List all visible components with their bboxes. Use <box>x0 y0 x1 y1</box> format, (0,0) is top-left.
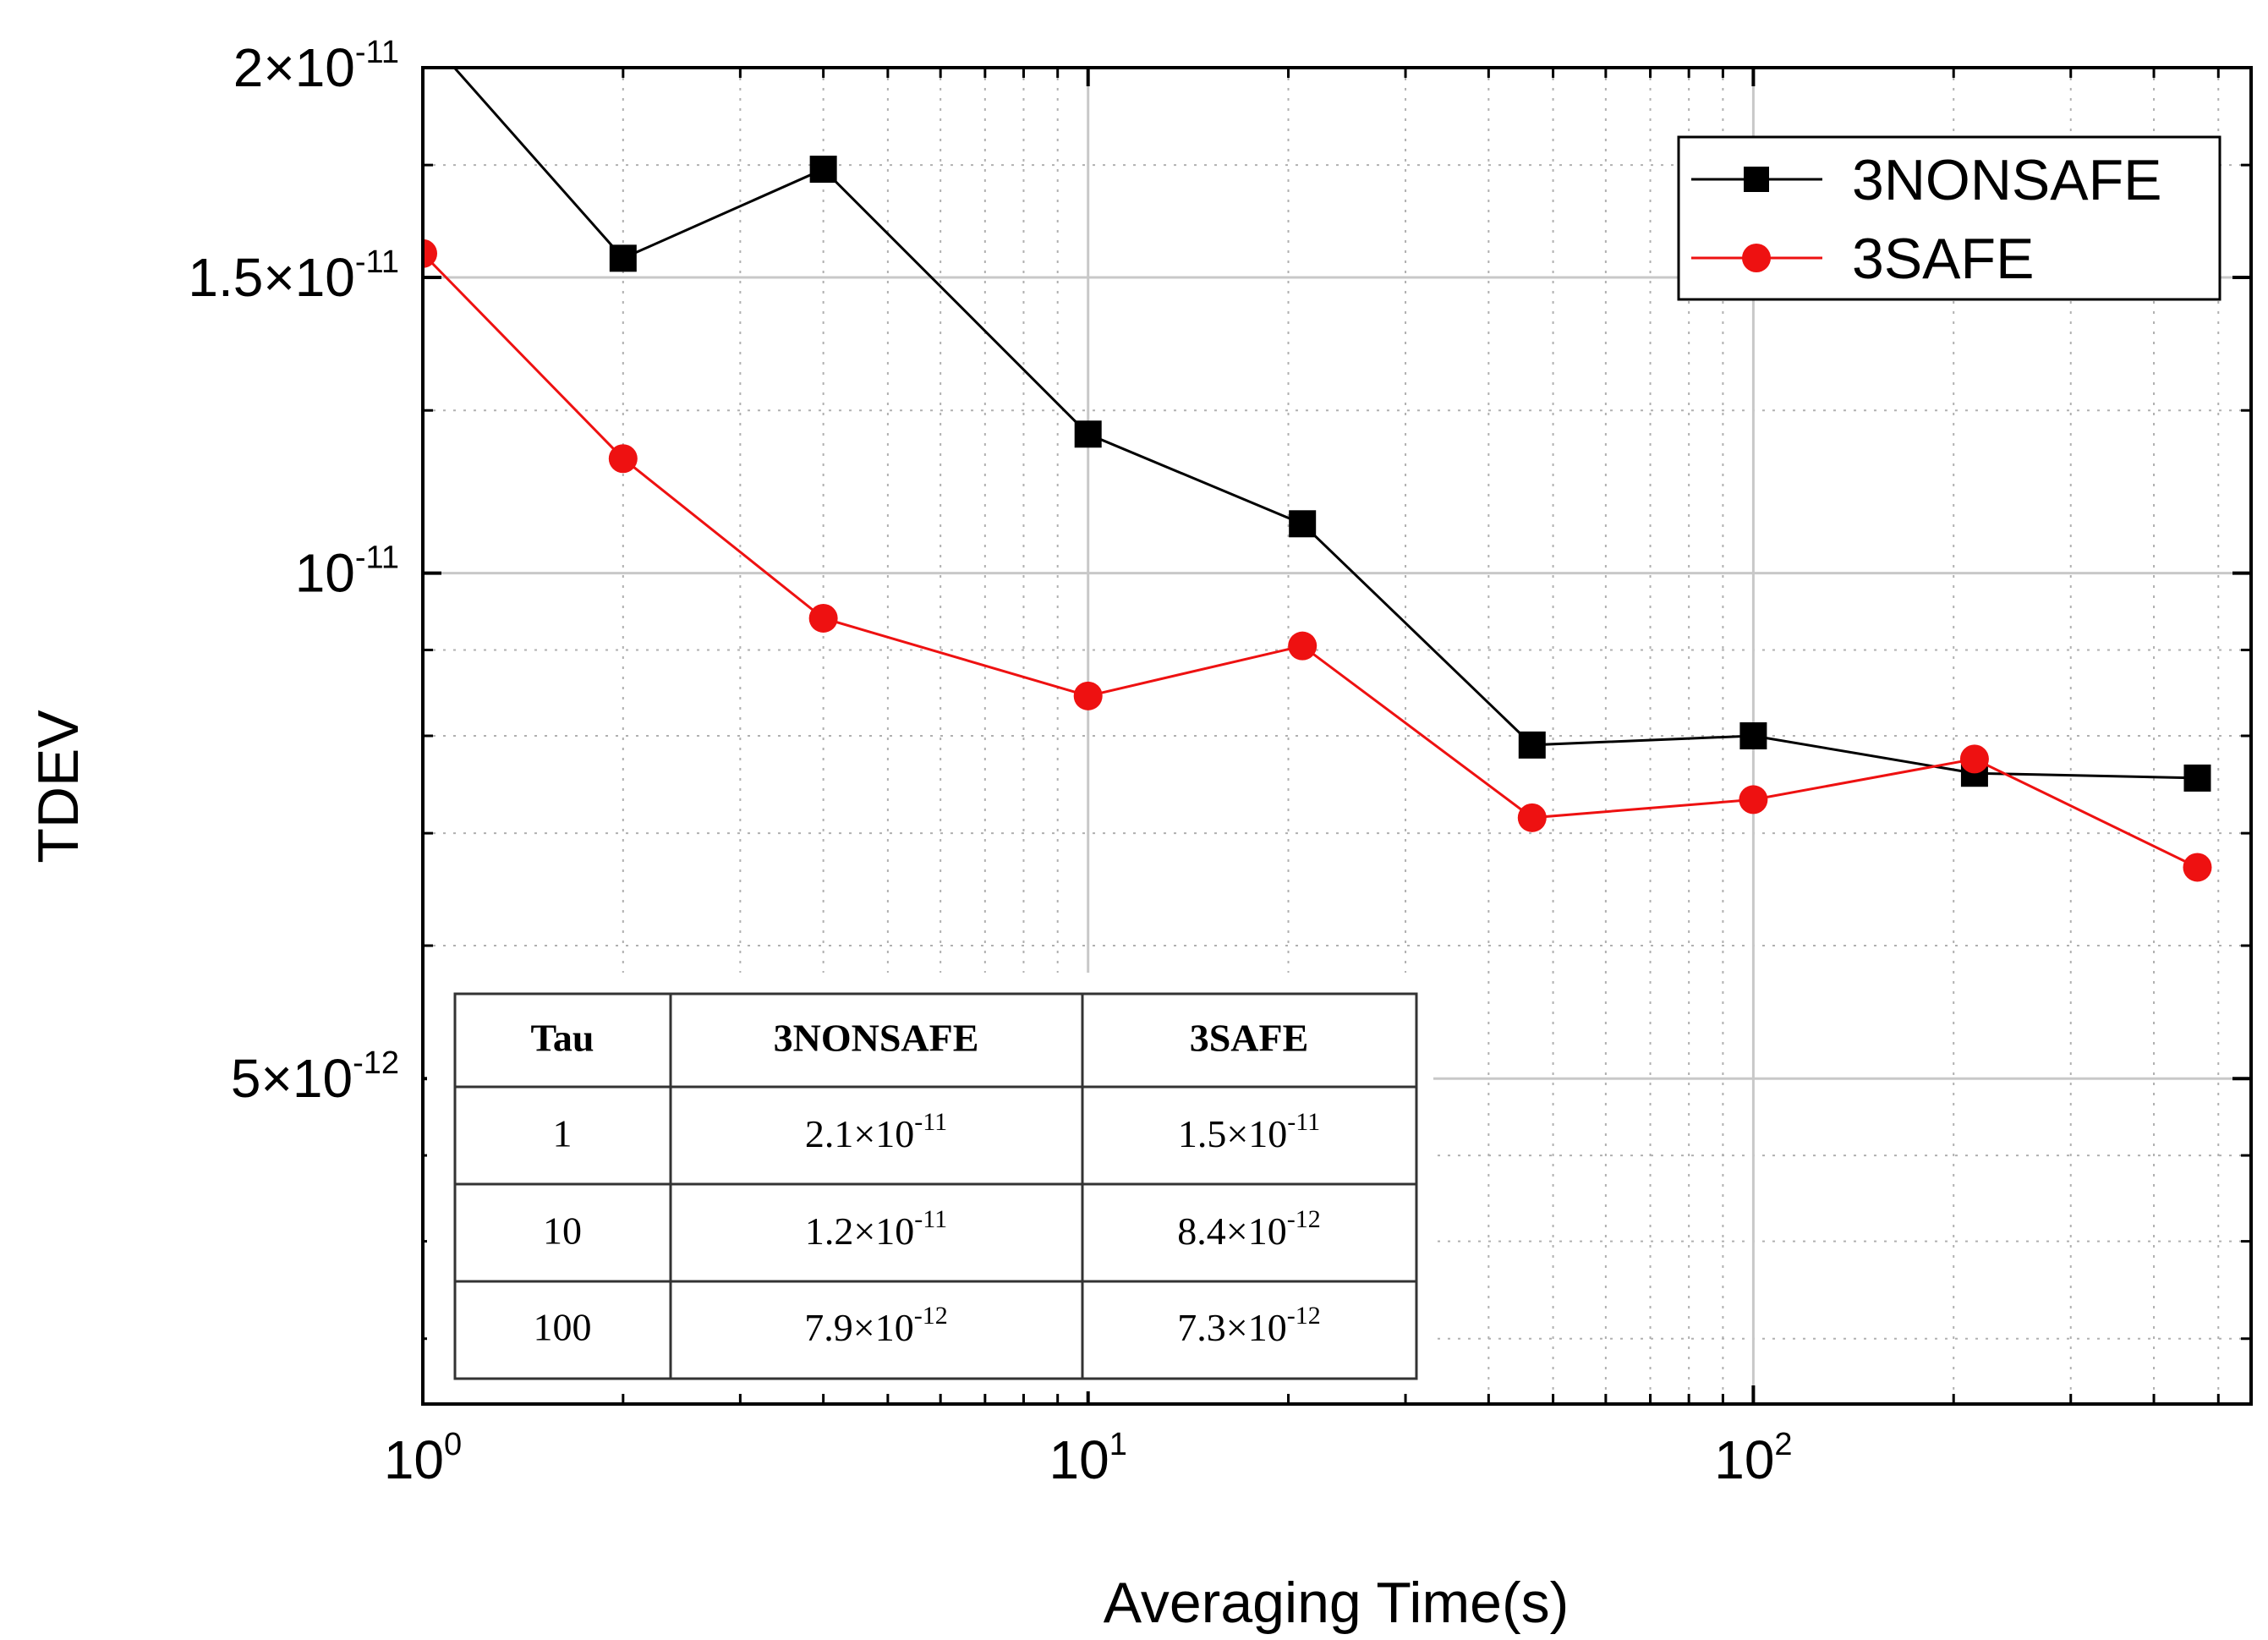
table-border <box>453 992 1418 1380</box>
data-point-3safe <box>423 239 437 268</box>
data-point-3safe <box>1073 681 1103 710</box>
y-tick-label: 2×10-11 <box>233 35 399 98</box>
data-point-3nonsafe <box>809 156 837 184</box>
x-axis-title: Averaging Time(s) <box>1104 1571 1570 1635</box>
data-point-3nonsafe <box>1518 731 1546 759</box>
table-cell-exp: -12 <box>1287 1205 1321 1233</box>
legend: 3NONSAFE 3SAFE <box>1677 135 2221 301</box>
data-point-3nonsafe <box>609 244 637 272</box>
tick-base: 10 <box>295 543 355 604</box>
tick-exponent: -11 <box>355 244 399 280</box>
table-cell: 7.3×10-12 <box>1177 1302 1320 1349</box>
data-point-3safe <box>1959 744 1989 774</box>
tick-marks <box>421 66 2251 1404</box>
table-cell: 2.1×10-11 <box>805 1108 947 1155</box>
tick-exponent: -11 <box>355 540 399 576</box>
table-cell-base: 8.4×10 <box>1177 1209 1286 1253</box>
data-point-3safe <box>1517 803 1547 832</box>
y-tick-label: 10-11 <box>295 540 399 604</box>
legend-box <box>1677 135 2221 301</box>
tick-exponent: 2 <box>1774 1427 1792 1462</box>
data-table: Tau 3NONSAFE 3SAFE 1 2.1×10-11 1.5×10-11… <box>427 973 1433 1391</box>
tick-exponent: 0 <box>444 1427 462 1462</box>
tick-base: 10 <box>1714 1429 1774 1490</box>
y-tick-label: 1.5×10-11 <box>188 244 399 308</box>
y-axis-title: TDEV <box>26 710 90 864</box>
table-cell: 8.4×10-12 <box>1177 1205 1320 1253</box>
y-tick-label: 5×10-12 <box>231 1045 399 1109</box>
tick-base: 1.5×10 <box>188 247 355 308</box>
table-cell-base: 1.5×10 <box>1178 1112 1287 1155</box>
table-cell: 100 <box>534 1306 592 1349</box>
table-cell-exp: -11 <box>1287 1108 1320 1136</box>
series-layer <box>423 68 2212 882</box>
table-cell-base: 2.1×10 <box>805 1112 914 1155</box>
table-header-3safe: 3SAFE <box>1190 1017 1309 1060</box>
table-cell-exp: -12 <box>1287 1302 1321 1330</box>
table-header-3nonsafe: 3NONSAFE <box>774 1017 979 1060</box>
tick-base: 5×10 <box>231 1048 353 1109</box>
data-point-3safe <box>1739 785 1768 815</box>
tick-base: 10 <box>384 1429 444 1490</box>
table-cell: 1.2×10-11 <box>805 1205 947 1253</box>
table-cell-exp: -12 <box>914 1302 948 1330</box>
x-tick-label: 102 <box>1714 1427 1792 1490</box>
data-point-3nonsafe <box>1739 722 1767 749</box>
data-point-3safe <box>808 603 838 633</box>
x-tick-label: 101 <box>1049 1427 1127 1490</box>
table-header-tau: Tau <box>530 1017 594 1060</box>
tick-exponent: 1 <box>1109 1427 1127 1462</box>
table-cell-base: 1.2×10 <box>805 1209 914 1253</box>
tick-exponent: -11 <box>355 35 399 70</box>
tick-base: 10 <box>1049 1429 1109 1490</box>
table-cell: 1 <box>553 1112 572 1155</box>
legend-marker-3safe <box>1742 244 1771 272</box>
x-tick-label: 100 <box>384 1427 462 1490</box>
table-background <box>427 973 1433 1391</box>
data-point-3safe <box>1288 631 1318 661</box>
table-cell: 10 <box>543 1209 582 1253</box>
tick-exponent: -12 <box>353 1045 399 1081</box>
legend-label-3safe: 3SAFE <box>1852 227 2034 291</box>
data-point-3safe <box>2183 853 2212 882</box>
table-cell: 1.5×10-11 <box>1178 1108 1320 1155</box>
legend-marker-3nonsafe <box>1744 167 1769 192</box>
data-point-3safe <box>608 444 638 474</box>
legend-label-3nonsafe: 3NONSAFE <box>1852 148 2162 212</box>
table-cell-exp: -11 <box>914 1108 947 1136</box>
tick-base: 2×10 <box>233 37 355 98</box>
data-point-3nonsafe <box>1074 420 1102 448</box>
table-cell: 7.9×10-12 <box>804 1302 947 1349</box>
table-cell-base: 7.3×10 <box>1177 1306 1286 1349</box>
data-point-3nonsafe <box>2183 764 2211 792</box>
data-point-3nonsafe <box>1289 510 1317 538</box>
table-cell-base: 7.9×10 <box>804 1306 913 1349</box>
table-cell-exp: -11 <box>914 1205 947 1233</box>
